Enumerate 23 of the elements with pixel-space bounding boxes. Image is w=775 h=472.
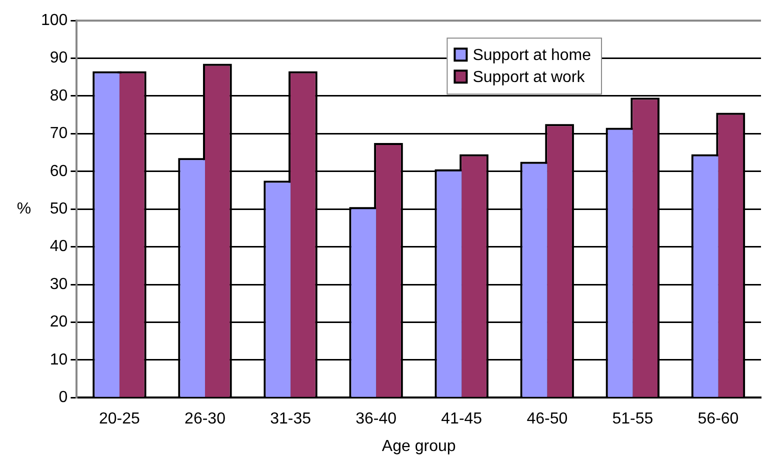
legend-label: Support at home xyxy=(472,47,592,64)
y-axis-title: % xyxy=(16,200,32,218)
x-tick-label: 36-40 xyxy=(356,410,397,428)
y-tick-label: 20 xyxy=(50,314,68,331)
y-tick-label: 60 xyxy=(50,162,68,180)
y-tick-label: 90 xyxy=(50,50,68,67)
y-tick-label: 100 xyxy=(40,12,68,30)
y-tick-label: 40 xyxy=(50,238,68,256)
y-tick-label: 0 xyxy=(58,389,68,406)
x-tick-label: 46-50 xyxy=(526,410,568,428)
x-axis-title: Age group xyxy=(382,438,456,455)
legend-label: Support at work xyxy=(472,69,586,86)
y-tick-label: 70 xyxy=(50,125,68,142)
x-tick-label: 20-25 xyxy=(99,410,140,428)
x-tick-label: 26-30 xyxy=(184,410,226,428)
x-tick-label: 56-60 xyxy=(698,410,739,428)
x-tick-label: 31-35 xyxy=(270,410,312,428)
y-tick-label: 50 xyxy=(50,200,68,218)
x-tick-label: 51-55 xyxy=(612,410,654,428)
y-tick-label: 30 xyxy=(50,276,68,293)
y-tick-label: 80 xyxy=(50,87,68,104)
y-tick-label: 10 xyxy=(50,351,68,368)
x-tick-label: 41-45 xyxy=(441,410,482,428)
